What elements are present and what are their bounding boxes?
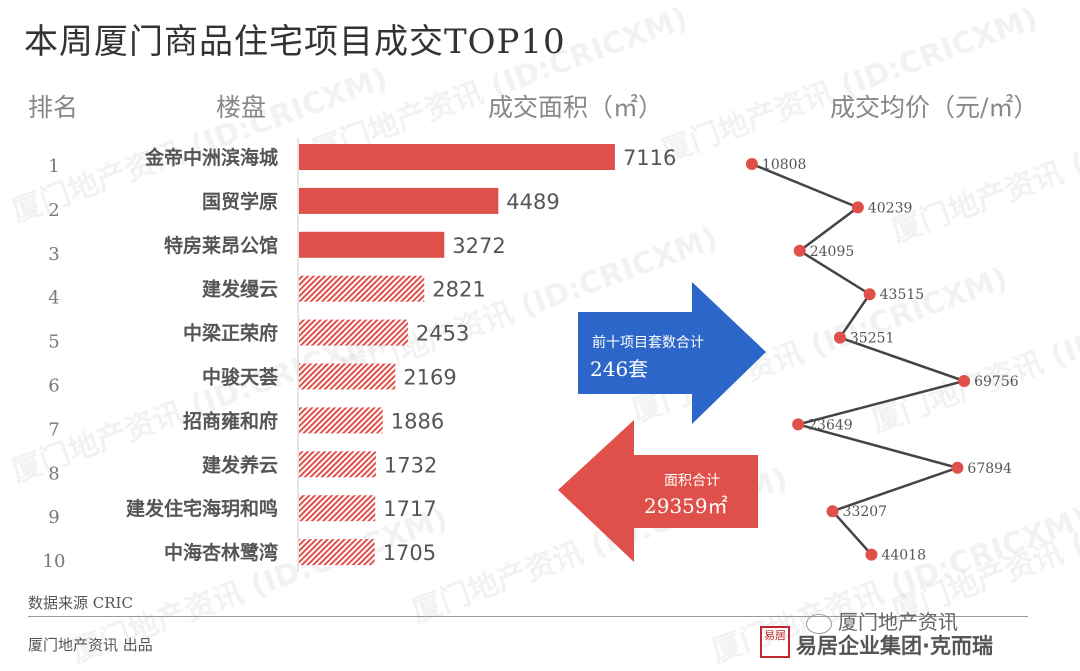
wechat-account: 厦门地产资讯 [806,606,958,635]
bar [299,539,375,566]
price-label: 40239 [868,200,913,216]
bar-value-label: 1717 [383,497,436,521]
price-point [958,375,971,387]
brand-name: 易居企业集团·克而瑞 [796,634,993,658]
bar-value-label: 4489 [506,190,559,214]
bar [299,231,445,258]
bar [299,363,396,390]
rank-number: 3 [48,244,59,265]
price-point [793,244,806,257]
project-name: 中海杏林鹭湾 [164,541,278,564]
red-arrow-callout [558,420,758,562]
price-label: 44018 [881,548,926,564]
bar [299,407,383,434]
bar-value-label: 1705 [383,541,436,565]
bar-value-label: 2821 [432,278,485,302]
price-label: 33207 [843,504,888,520]
wechat-icon [806,613,832,634]
price-point [792,418,805,431]
page-title: 本周厦门商品住宅项目成交TOP10 [24,22,566,62]
price-point [851,201,864,214]
bar [299,144,615,170]
price-label: 10808 [762,157,807,173]
bar [299,495,376,522]
bar-value-label: 1886 [391,409,444,433]
price-point [745,158,758,170]
rank-number: 2 [48,200,59,221]
red-callout-label: 面积合计 [664,473,720,489]
price-label: 24095 [810,244,855,260]
blue-callout-label: 前十项目套数合计 [592,334,704,351]
project-name: 建发养云 [202,453,278,476]
project-name: 国贸学原 [202,190,278,213]
blue-callout-value: 246套 [590,357,648,381]
price-label: 43515 [880,287,925,303]
rank-number: 8 [48,463,59,484]
price-line [751,162,969,556]
rank-number: 7 [48,419,59,440]
bar-value-label: 2453 [416,322,469,346]
footer-divider [28,616,1028,617]
project-name: 招商雍和府 [183,409,278,432]
price-label: 23649 [808,417,853,433]
price-point [833,331,846,344]
header-price: 成交均价（元/㎡） [830,93,1039,122]
rank-number: 10 [43,551,66,572]
header-area: 成交面积（㎡） [488,93,664,122]
rank-number: 4 [48,288,59,309]
project-name: 金帝中洲滨海城 [144,146,278,169]
rank-number: 1 [48,156,59,177]
price-point [826,505,839,518]
bar [299,451,376,478]
price-label: 67894 [967,461,1012,477]
project-name: 建发住宅海玥和鸣 [126,497,278,520]
rank-number: 6 [48,376,59,397]
price-label: 69756 [974,374,1019,390]
price-point [951,461,964,474]
price-point [865,548,878,561]
bar [299,275,425,302]
project-name: 中骏天荟 [202,366,278,389]
price-label: 35251 [850,331,895,347]
wechat-name: 厦门地产资讯 [838,610,958,634]
project-name: 特房莱昂公馆 [164,234,278,257]
red-callout-value: 29359㎡ [644,494,728,518]
brand-seal-logo: 易居 [760,626,790,658]
data-source: 数据来源 CRIC [28,594,133,612]
publisher: 厦门地产资讯 出品 [28,636,153,654]
bar [299,187,499,214]
header-project: 楼盘 [216,93,267,122]
bar-value-label: 1732 [384,453,437,477]
project-name: 建发缦云 [202,278,278,301]
header-rank: 排名 [28,93,79,122]
bar-value-label: 3272 [452,234,505,258]
bar [299,319,408,346]
price-point [863,288,876,301]
rank-number: 9 [48,507,59,528]
bar-value-label: 2169 [403,366,456,390]
rank-number: 5 [48,332,59,353]
blue-arrow-callout [578,282,766,424]
project-name: 中梁正荣府 [183,322,278,345]
bar-value-label: 7116 [623,146,676,170]
